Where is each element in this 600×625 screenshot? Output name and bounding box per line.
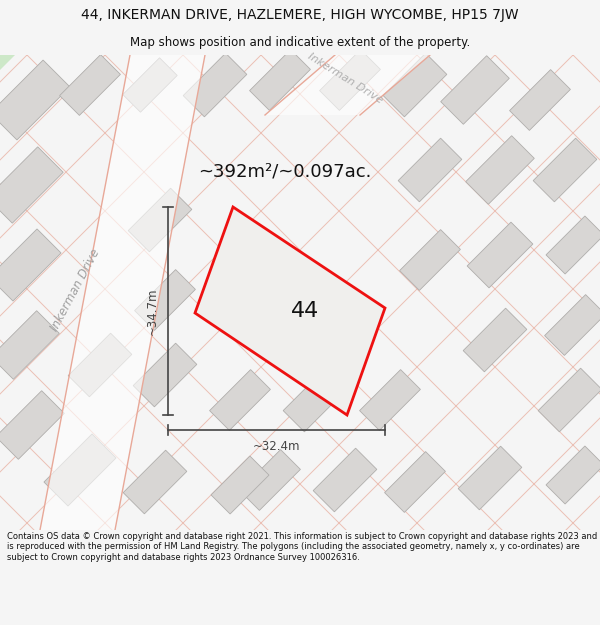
Polygon shape bbox=[211, 456, 269, 514]
Polygon shape bbox=[0, 55, 15, 70]
Text: 44: 44 bbox=[291, 301, 319, 321]
Polygon shape bbox=[466, 136, 534, 204]
Polygon shape bbox=[0, 147, 63, 223]
Polygon shape bbox=[265, 55, 430, 115]
Text: 44, INKERMAN DRIVE, HAZLEMERE, HIGH WYCOMBE, HP15 7JW: 44, INKERMAN DRIVE, HAZLEMERE, HIGH WYCO… bbox=[81, 8, 519, 22]
Polygon shape bbox=[0, 60, 70, 140]
Polygon shape bbox=[183, 53, 247, 117]
Polygon shape bbox=[123, 450, 187, 514]
Polygon shape bbox=[546, 446, 600, 504]
Polygon shape bbox=[385, 452, 445, 512]
Text: ~32.4m: ~32.4m bbox=[253, 439, 300, 452]
Polygon shape bbox=[250, 49, 310, 111]
Polygon shape bbox=[546, 216, 600, 274]
Polygon shape bbox=[463, 308, 527, 372]
Polygon shape bbox=[0, 229, 61, 301]
Polygon shape bbox=[68, 333, 132, 397]
Polygon shape bbox=[44, 434, 116, 506]
Polygon shape bbox=[467, 222, 533, 288]
Polygon shape bbox=[0, 311, 59, 379]
Polygon shape bbox=[533, 138, 597, 202]
Polygon shape bbox=[458, 446, 522, 510]
Polygon shape bbox=[128, 188, 192, 252]
Polygon shape bbox=[359, 369, 421, 431]
Polygon shape bbox=[239, 449, 301, 511]
Polygon shape bbox=[0, 391, 64, 459]
Text: Map shows position and indicative extent of the property.: Map shows position and indicative extent… bbox=[130, 36, 470, 49]
Polygon shape bbox=[398, 138, 462, 202]
Text: Inkerman Drive: Inkerman Drive bbox=[48, 247, 102, 333]
Text: Contains OS data © Crown copyright and database right 2021. This information is : Contains OS data © Crown copyright and d… bbox=[7, 532, 598, 562]
Polygon shape bbox=[400, 229, 460, 291]
Polygon shape bbox=[133, 343, 197, 407]
Polygon shape bbox=[545, 294, 600, 356]
Polygon shape bbox=[123, 58, 177, 112]
Polygon shape bbox=[313, 448, 377, 512]
Polygon shape bbox=[59, 54, 121, 116]
Polygon shape bbox=[134, 269, 196, 331]
Polygon shape bbox=[383, 53, 447, 117]
Text: Inkerman Drive: Inkerman Drive bbox=[306, 51, 384, 105]
Polygon shape bbox=[283, 368, 347, 432]
Polygon shape bbox=[195, 207, 385, 415]
Polygon shape bbox=[40, 55, 205, 530]
Polygon shape bbox=[538, 368, 600, 432]
Text: ~34.7m: ~34.7m bbox=[146, 288, 158, 335]
Polygon shape bbox=[509, 69, 571, 131]
Text: ~392m²/~0.097ac.: ~392m²/~0.097ac. bbox=[199, 163, 371, 181]
Polygon shape bbox=[209, 369, 271, 431]
Polygon shape bbox=[320, 49, 380, 111]
Polygon shape bbox=[441, 56, 509, 124]
